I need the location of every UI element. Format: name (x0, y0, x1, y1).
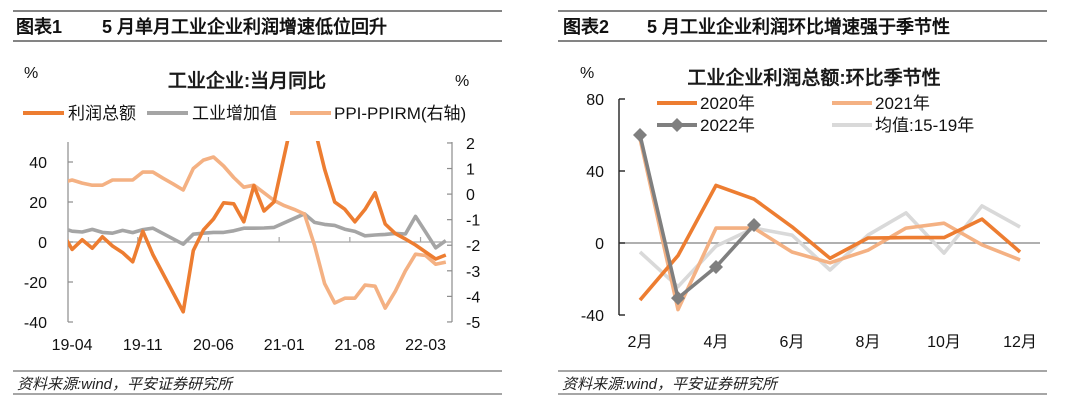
legend-label: 2020年 (700, 94, 755, 113)
legend-item-mean-15-19[interactable]: 均值:15-19年 (832, 116, 974, 135)
industrial-value-added-line (68, 212, 447, 250)
right-y-tick-label: -3 (466, 264, 480, 281)
x-tick-label: 22-03 (405, 337, 446, 354)
chart-2-plot-area: 80 40 0 -40 2月 4月 6月 8月 10月 12月 (581, 92, 1040, 351)
legend-label: 利润总额 (68, 104, 136, 123)
left-y-tick-label: 40 (29, 155, 47, 172)
legend-item-2020[interactable]: 2020年 (657, 94, 755, 113)
x-tick-label: 19-04 (52, 337, 93, 354)
right-y-tick-label: -4 (466, 289, 480, 306)
diamond-marker-icon (670, 118, 684, 132)
legend-item-2022[interactable]: 2022年 (657, 116, 755, 135)
legend-item-ppi-ppirm[interactable]: PPI-PPIRM(右轴) (290, 104, 466, 123)
legend-item-profit[interactable]: 利润总额 (23, 104, 136, 123)
x-tick-label: 20-06 (193, 337, 234, 354)
legend: 2020年 2021年 2022年 均值:15-19年 (657, 94, 974, 135)
series-2022-point (633, 128, 647, 142)
series-2022-point (747, 218, 761, 232)
legend-item-industrial-value-added[interactable]: 工业增加值 (147, 104, 277, 123)
y-tick-label: 40 (586, 164, 604, 181)
left-y-tick-label: -20 (24, 275, 47, 292)
profit-total-line (68, 141, 447, 314)
source-note: 资料来源:wind，平安证券研究所 (17, 376, 234, 393)
x-tick-label: 10月 (927, 334, 961, 351)
x-tick-label: 8月 (856, 334, 881, 351)
series-2022-point (671, 291, 685, 306)
left-y-tick-label: -40 (24, 315, 47, 332)
legend-label: 工业增加值 (192, 104, 277, 123)
right-y-tick-label: -5 (466, 315, 480, 332)
left-y-tick-label: 0 (38, 235, 47, 252)
right-axis-unit: % (455, 73, 469, 90)
x-tick-label: 4月 (704, 334, 729, 351)
left-axis-unit: % (24, 65, 38, 82)
x-tick-label: 21-08 (334, 337, 375, 354)
x-tick-label: 21-01 (264, 337, 305, 354)
figure-title: 5 月单月工业企业利润增速低位回升 (102, 16, 387, 37)
y-axis-unit: % (580, 65, 594, 82)
x-tick-label: 12月 (1003, 334, 1037, 351)
series-mean-15-19-line (638, 204, 1021, 289)
chart-1-plot-area: 40 20 0 -20 -40 2 1 0 -1 -2 -3 -4 -5 19-04 19-11 20-06 2… (24, 136, 480, 354)
x-tick-label: 19-11 (123, 337, 163, 354)
legend-label: PPI-PPIRM(右轴) (334, 104, 466, 123)
series-2020-line (638, 183, 1022, 302)
figure-title: 5 月工业企业利润环比增速强于季节性 (647, 16, 950, 37)
y-tick-label: 0 (595, 236, 604, 253)
y-tick-label: -40 (581, 308, 604, 325)
right-y-tick-label: -2 (466, 238, 480, 255)
series-lines (68, 141, 447, 314)
series-2022-point (709, 259, 723, 274)
right-y-tick-label: 0 (466, 187, 475, 204)
right-y-tick-label: 2 (466, 136, 475, 153)
legend-label: 2021年 (875, 94, 930, 113)
source-note: 资料来源:wind，平安证券研究所 (562, 376, 779, 393)
figure-panel-1: 图表1 5 月单月工业企业利润增速低位回升 % 工业企业:当月同比 % 利润总额… (13, 10, 502, 395)
figure-panel-2: 图表2 5 月工业企业利润环比增速强于季节性 % 工业企业利润总额:环比季节性 … (558, 10, 1047, 395)
x-tick-label: 6月 (780, 334, 805, 351)
legend-label: 均值:15-19年 (875, 116, 974, 135)
legend-label: 2022年 (700, 116, 755, 135)
series-2022-line (638, 134, 756, 300)
chart-title: 工业企业利润总额:环比季节性 (687, 66, 940, 89)
legend: 利润总额 工业增加值 PPI-PPIRM(右轴) (23, 104, 466, 123)
legend-item-2021[interactable]: 2021年 (832, 94, 930, 113)
right-y-tick-label: 1 (466, 162, 475, 179)
figure-label: 图表1 (16, 16, 62, 37)
x-tick-label: 2月 (628, 334, 653, 351)
right-y-tick-label: -1 (466, 213, 480, 230)
figure-label: 图表2 (563, 16, 609, 37)
y-tick-label: 80 (586, 92, 604, 109)
left-y-tick-label: 20 (29, 195, 47, 212)
chart-title: 工业企业:当月同比 (168, 69, 326, 92)
